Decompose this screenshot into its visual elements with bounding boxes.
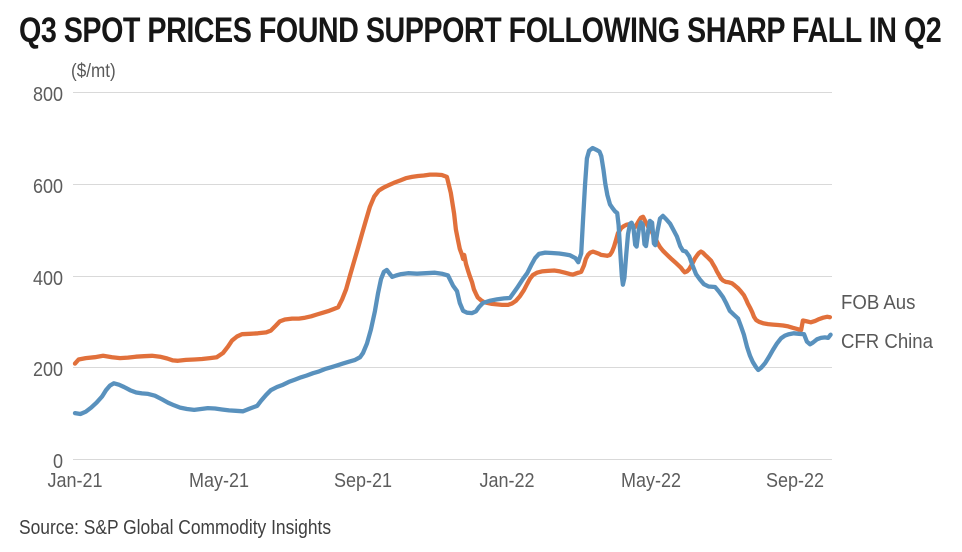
- legend-label-cfr-china: CFR China: [841, 331, 933, 353]
- x-tick-label-may-22: May-22: [620, 470, 682, 492]
- x-tick-label-sep-22: Sep-22: [765, 470, 825, 492]
- source-attribution: Source: S&P Global Commodity Insights: [19, 517, 332, 539]
- series-line-cfr-china: [72, 145, 833, 417]
- legend-label-fob-aus: FOB Aus: [841, 292, 916, 314]
- chart-title: Q3 SPOT PRICES FOUND SUPPORT FOLLOWING S…: [19, 11, 942, 50]
- y-tick-label-400: 400: [32, 267, 63, 290]
- y-tick-label-0: 0: [52, 451, 63, 473]
- x-tick-label-may-21: May-21: [188, 470, 250, 492]
- x-tick-label-jan-22: Jan-22: [479, 470, 535, 492]
- y-axis-unit-label: ($/mt): [71, 61, 116, 82]
- y-tick-label-600: 600: [32, 175, 63, 198]
- y-tick-label-200: 200: [32, 359, 63, 382]
- x-tick-label-sep-21: Sep-21: [333, 470, 393, 492]
- x-tick-label-jan-21: Jan-21: [47, 470, 103, 492]
- y-tick-label-800: 800: [32, 84, 63, 106]
- series-line-fob-aus: [72, 172, 833, 366]
